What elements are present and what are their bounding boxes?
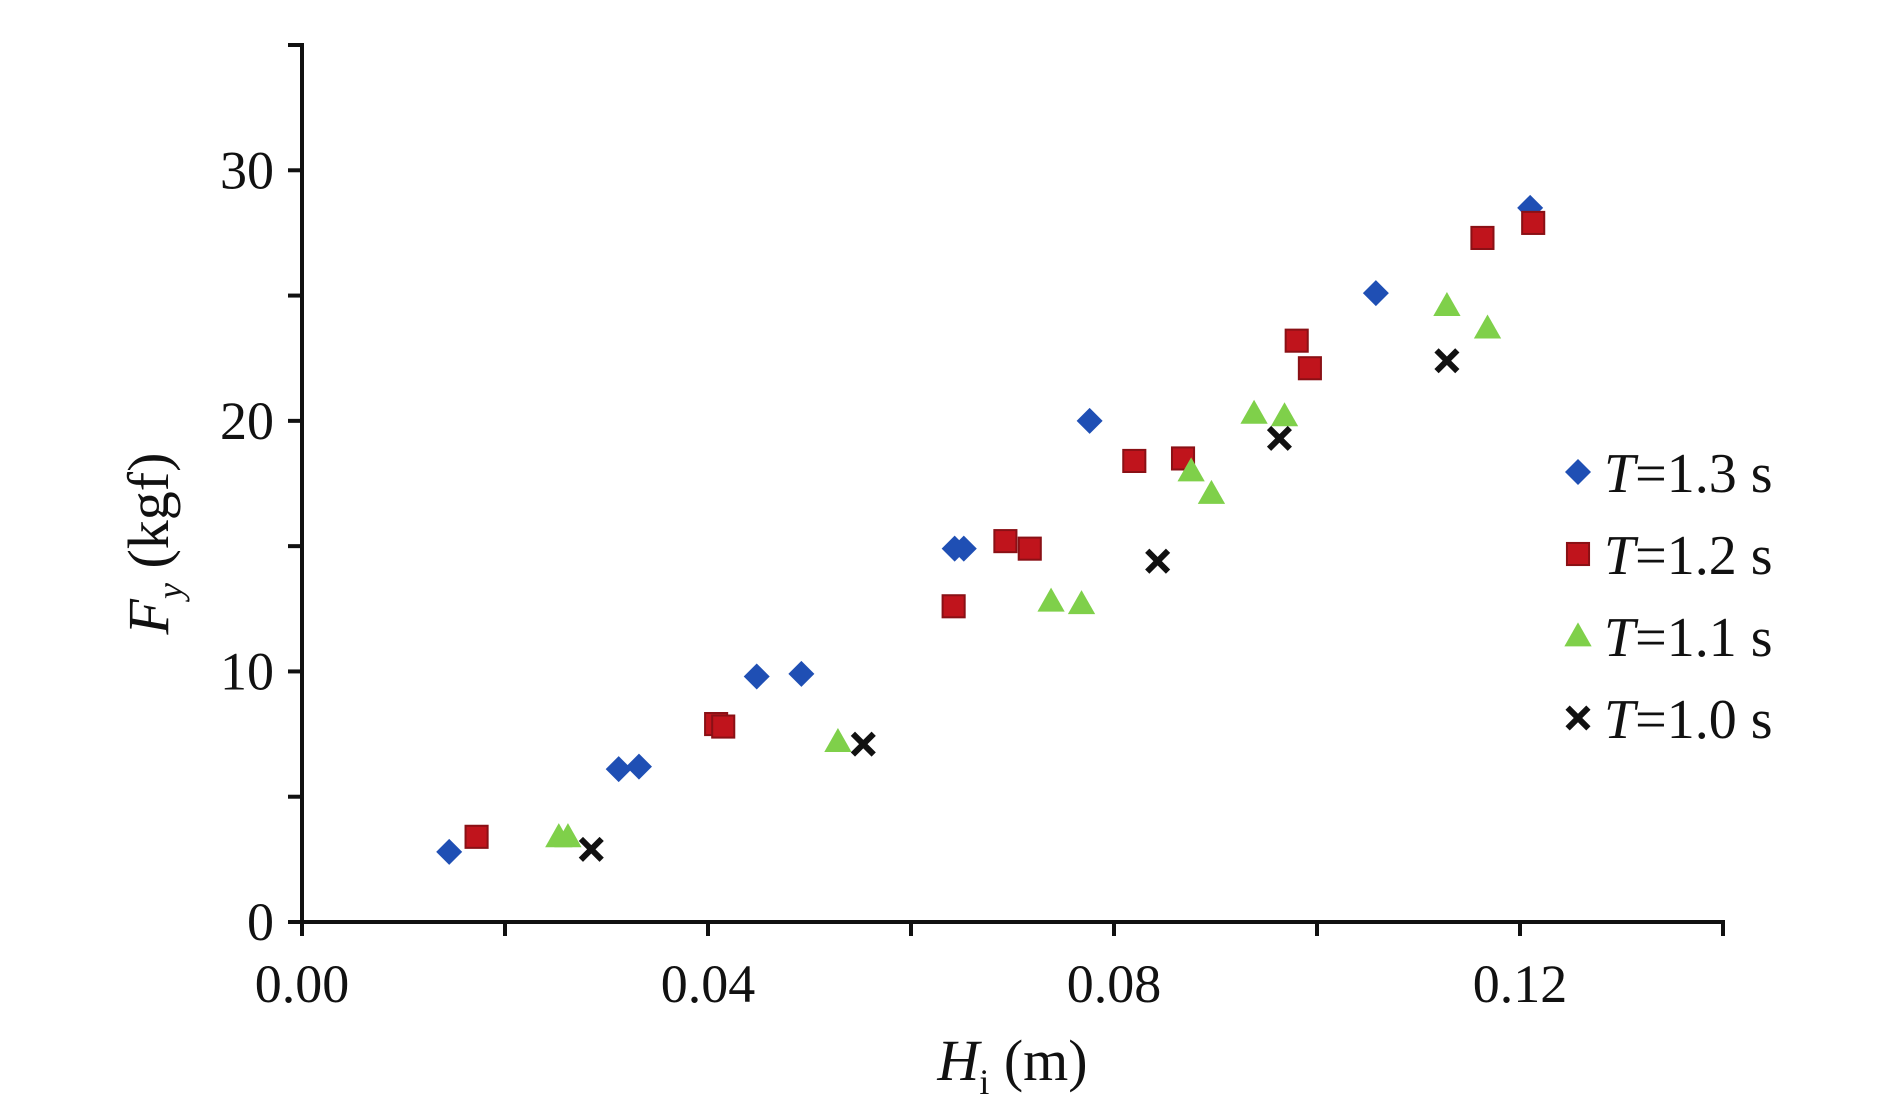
data-point (941, 594, 966, 619)
data-point (788, 660, 815, 687)
y-axis-title-unit: (kgf) (116, 453, 181, 583)
legend-marker (1564, 622, 1592, 647)
data-point (1433, 291, 1461, 316)
data-point (950, 535, 977, 562)
data-point (1266, 425, 1292, 451)
data-point (1067, 590, 1096, 615)
legend-entry: T=1.2 s (1604, 525, 1773, 587)
y-tick-label: 30 (220, 140, 274, 200)
x-tick-label: 0.00 (255, 954, 350, 1014)
x-tick-label: 0.04 (661, 954, 756, 1014)
data-point (578, 836, 604, 862)
y-tick-label: 0 (247, 892, 274, 952)
legend-marker (1565, 541, 1591, 567)
data-point (1177, 457, 1205, 482)
legend-entry-symbol: T (1604, 689, 1639, 751)
data-points (436, 194, 1546, 865)
data-point (1145, 548, 1171, 574)
x-axis-title-main: H (936, 1028, 982, 1093)
x-axis-title-unit: (m) (989, 1028, 1087, 1093)
legend-entry-symbol: T (1604, 443, 1639, 505)
legend-entry-value: =1.2 s (1635, 525, 1772, 587)
legend-marker (1565, 459, 1591, 485)
y-tick-label: 20 (220, 391, 274, 451)
series-2 (464, 210, 1546, 849)
x-axis-title-sub: i (979, 1062, 989, 1102)
data-point (554, 823, 582, 848)
legend-entry-value: =1.3 s (1635, 443, 1772, 505)
legend-entry-value: =1.0 s (1635, 689, 1772, 751)
data-point (1270, 402, 1299, 427)
data-point (993, 529, 1018, 554)
x-tick-label: 0.12 (1473, 954, 1568, 1014)
legend: T=1.3 sT=1.2 sT=1.1 sT=1.0 s (1564, 443, 1773, 751)
legend-entry: T=1.3 s (1604, 443, 1773, 505)
data-point (1434, 348, 1460, 374)
y-axis-title-main: F (116, 598, 181, 635)
legend-marker (1565, 705, 1591, 731)
legend-entry-value: =1.1 s (1635, 607, 1772, 669)
axes (300, 43, 1725, 924)
data-point (743, 663, 770, 690)
data-point (1284, 328, 1309, 353)
data-point (711, 714, 736, 739)
data-point (1297, 356, 1322, 381)
data-point (1037, 587, 1065, 612)
data-point (824, 727, 852, 752)
data-point (850, 731, 876, 757)
legend-entry: T=1.0 s (1604, 689, 1773, 751)
data-point (1521, 210, 1546, 235)
ticks: 0.00 0.04 0.08 0.12 0 10 20 30 (220, 43, 1725, 1014)
data-point (464, 824, 489, 849)
legend-entry-symbol: T (1604, 525, 1639, 587)
data-point (436, 838, 463, 865)
data-point (1473, 314, 1502, 339)
data-point (1197, 479, 1226, 504)
y-axis-title: Fy (kgf) (116, 453, 190, 636)
x-axis-title: Hi (m) (936, 1028, 1087, 1102)
series-3 (545, 291, 1502, 848)
data-point (1017, 536, 1042, 561)
data-point (1362, 280, 1389, 307)
series-1 (436, 194, 1544, 865)
data-point (625, 753, 652, 780)
data-point (1076, 407, 1103, 434)
data-point (1470, 225, 1495, 250)
data-point (1240, 399, 1268, 424)
series-4 (578, 348, 1460, 862)
legend-entry: T=1.1 s (1604, 607, 1773, 669)
data-point (605, 756, 632, 783)
legend-entry-symbol: T (1604, 607, 1639, 669)
x-tick-label: 0.08 (1067, 954, 1162, 1014)
y-tick-label: 10 (220, 641, 274, 701)
y-axis-title-sub: y (150, 583, 190, 602)
data-point (1122, 448, 1147, 473)
